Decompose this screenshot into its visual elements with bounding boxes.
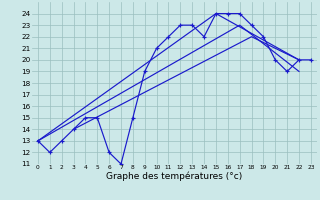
X-axis label: Graphe des températures (°c): Graphe des températures (°c) bbox=[106, 172, 243, 181]
